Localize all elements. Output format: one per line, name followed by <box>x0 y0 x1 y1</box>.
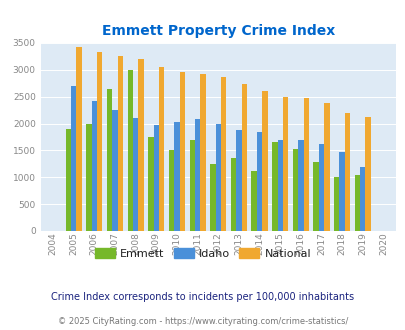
Bar <box>354 175 359 231</box>
Title: Emmett Property Crime Index: Emmett Property Crime Index <box>101 23 334 38</box>
Bar <box>277 140 282 231</box>
Bar <box>364 117 370 231</box>
Bar <box>153 125 158 231</box>
Bar <box>92 101 97 231</box>
Bar <box>215 123 220 231</box>
Bar <box>303 98 308 231</box>
Bar <box>292 149 297 231</box>
Bar <box>97 52 102 231</box>
Bar <box>333 177 339 231</box>
Bar <box>210 164 215 231</box>
Bar <box>297 140 303 231</box>
Bar <box>230 158 236 231</box>
Bar <box>148 137 153 231</box>
Bar <box>323 103 329 231</box>
Text: Crime Index corresponds to incidents per 100,000 inhabitants: Crime Index corresponds to incidents per… <box>51 292 354 302</box>
Bar <box>66 129 71 231</box>
Bar <box>132 118 138 231</box>
Bar <box>127 70 132 231</box>
Bar <box>138 59 143 231</box>
Bar <box>194 119 200 231</box>
Bar <box>344 113 350 231</box>
Bar <box>251 171 256 231</box>
Bar <box>282 97 288 231</box>
Bar <box>112 110 117 231</box>
Bar <box>200 74 205 231</box>
Bar <box>179 72 185 231</box>
Bar <box>220 77 226 231</box>
Bar <box>76 47 81 231</box>
Bar <box>71 86 76 231</box>
Text: © 2025 CityRating.com - https://www.cityrating.com/crime-statistics/: © 2025 CityRating.com - https://www.city… <box>58 317 347 326</box>
Bar <box>339 152 344 231</box>
Bar <box>168 150 174 231</box>
Bar <box>256 132 262 231</box>
Bar <box>107 88 112 231</box>
Bar <box>117 56 123 231</box>
Bar <box>174 122 179 231</box>
Bar <box>262 91 267 231</box>
Bar <box>86 123 92 231</box>
Bar <box>158 67 164 231</box>
Bar <box>236 130 241 231</box>
Bar <box>271 142 277 231</box>
Bar <box>189 140 194 231</box>
Legend: Emmett, Idaho, National: Emmett, Idaho, National <box>90 244 315 263</box>
Bar <box>318 144 323 231</box>
Bar <box>313 162 318 231</box>
Bar <box>359 167 364 231</box>
Bar <box>241 84 246 231</box>
